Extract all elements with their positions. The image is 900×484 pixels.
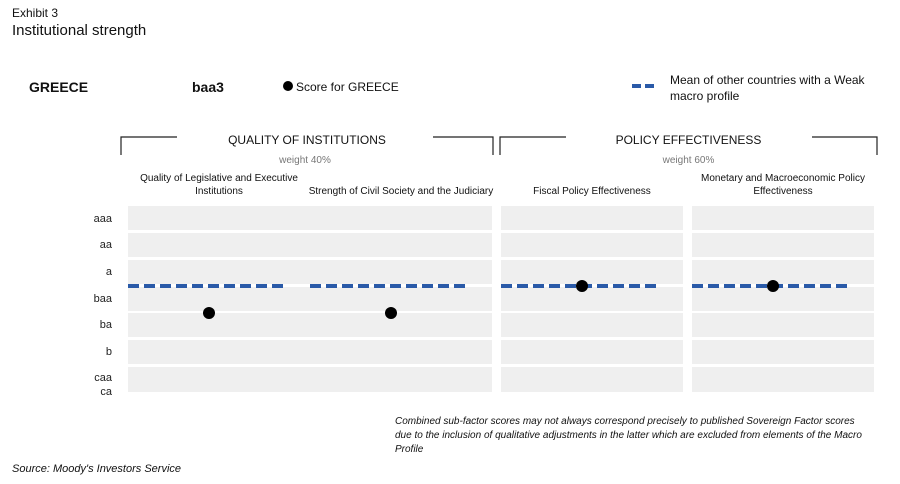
rating-band xyxy=(692,340,874,364)
y-tick-label: b xyxy=(106,346,112,358)
y-tick-label: aa xyxy=(100,239,113,251)
rating-band xyxy=(128,378,310,392)
group-brackets xyxy=(120,136,878,155)
rating-band xyxy=(501,313,683,337)
y-tick-label: aaa xyxy=(94,213,113,225)
country-rating: baa3 xyxy=(192,79,224,95)
y-tick-label: ba xyxy=(100,319,113,331)
y-tick-label: a xyxy=(106,266,113,278)
rating-band xyxy=(310,206,492,230)
rating-band xyxy=(501,340,683,364)
score-points xyxy=(203,280,779,319)
rating-band xyxy=(310,260,492,284)
legend-mean-marker xyxy=(632,84,656,88)
panel-label: Strength of Civil Society and the Judici… xyxy=(309,186,494,197)
group-weight: weight 40% xyxy=(278,155,331,166)
group-titles: QUALITY OF INSTITUTIONS weight 40% POLICY … xyxy=(228,133,761,166)
rating-band xyxy=(128,287,310,311)
rating-band xyxy=(692,287,874,311)
y-tick-label: baa xyxy=(94,293,113,305)
rating-band xyxy=(128,367,310,378)
score-point xyxy=(767,280,779,292)
rating-band xyxy=(128,260,310,284)
group-bracket-left xyxy=(120,136,177,155)
rating-band xyxy=(692,378,874,392)
rating-band xyxy=(692,313,874,337)
y-tick-label: ca xyxy=(100,386,113,398)
group-bracket-left xyxy=(499,136,566,155)
y-tick-label: caa xyxy=(94,372,113,384)
rating-band xyxy=(501,260,683,284)
rating-band xyxy=(310,233,492,257)
chart-title: Institutional strength xyxy=(12,22,147,39)
legend-mean-label: Mean of other countries with a Weak macr… xyxy=(670,73,865,103)
rating-band xyxy=(692,206,874,230)
rating-band xyxy=(128,340,310,364)
rating-bands xyxy=(128,206,874,392)
chart-area: QUALITY OF INSTITUTIONS weight 40% POLICY … xyxy=(94,133,878,398)
rating-band xyxy=(501,206,683,230)
footnote: Combined sub-factor scores may not alway… xyxy=(395,416,862,455)
rating-band xyxy=(310,367,492,378)
legend-score-marker xyxy=(283,81,293,91)
panel-label: Quality of Legislative and Executive xyxy=(140,173,298,184)
panel-labels: Quality of Legislative and Executive Inst… xyxy=(140,173,865,197)
rating-band xyxy=(692,367,874,378)
rating-band xyxy=(310,313,492,337)
group-title: POLICY EFFECTIVENESS xyxy=(616,133,762,147)
score-point xyxy=(203,307,215,319)
panel-label: Fiscal Policy Effectiveness xyxy=(533,186,651,197)
rating-band xyxy=(128,206,310,230)
rating-band xyxy=(692,233,874,257)
panel-label: Institutions xyxy=(195,186,243,197)
country-name: GREECE xyxy=(29,79,89,95)
rating-band xyxy=(501,378,683,392)
rating-band xyxy=(501,233,683,257)
rating-band xyxy=(501,287,683,311)
rating-band xyxy=(501,367,683,378)
panel-label: Effectiveness xyxy=(753,186,812,197)
legend-score-label: Score for GREECE xyxy=(296,80,399,94)
panel-label: Monetary and Macroeconomic Policy xyxy=(701,173,865,184)
rating-band xyxy=(128,313,310,337)
rating-band xyxy=(128,233,310,257)
score-point xyxy=(385,307,397,319)
score-point xyxy=(576,280,588,292)
group-bracket-right xyxy=(812,136,878,155)
group-bracket-right xyxy=(433,136,494,155)
rating-band xyxy=(692,260,874,284)
rating-band xyxy=(310,287,492,311)
group-weight: weight 60% xyxy=(662,155,715,166)
group-title: QUALITY OF INSTITUTIONS xyxy=(228,133,386,147)
rating-band xyxy=(310,378,492,392)
source-note: Source: Moody's Investors Service xyxy=(12,463,182,475)
exhibit-label: Exhibit 3 xyxy=(12,6,59,20)
rating-band xyxy=(310,340,492,364)
